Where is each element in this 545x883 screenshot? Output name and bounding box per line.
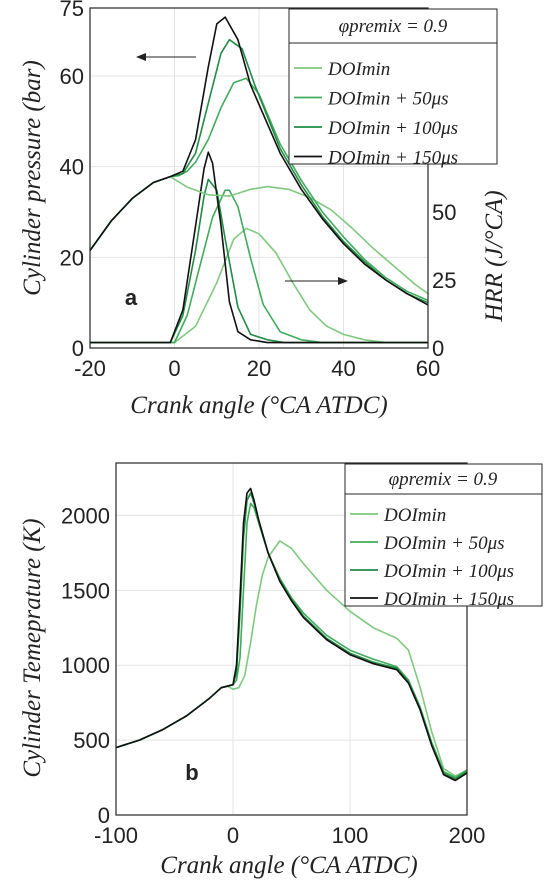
- legend-label: DOImin + 50μs: [327, 89, 449, 110]
- x-tick-label-a: -20: [74, 356, 106, 381]
- x-tick-label-a: 40: [331, 356, 355, 381]
- y2-axis-label-a: HRR (J/°CA): [481, 190, 508, 322]
- legend-items-b: DOImin DOImin + 50μs DOImin + 100μs DOImin …: [350, 505, 514, 610]
- x-tick-label-b: -100: [94, 823, 138, 848]
- y-tick-label-a: 20: [60, 245, 84, 270]
- axes-frame-a: [89, 7, 429, 349]
- legend-title-a: φpremix = 0.9: [339, 16, 448, 37]
- pressure-line-3: [89, 16, 429, 306]
- panel-label-a: a: [125, 285, 138, 310]
- y-tick-label-b: 1500: [61, 578, 110, 603]
- legend-item: DOImin + 50μs: [350, 533, 505, 554]
- legend-label: DOImin + 100μs: [383, 561, 514, 582]
- legend-item: DOImin: [350, 505, 446, 526]
- y-tick-label-b: 0: [98, 803, 110, 828]
- y-axis-label-a: Cylinder pressure (bar): [19, 60, 46, 296]
- legend-items-a: DOImin DOImin + 50μs DOImin + 100μs DOImin …: [294, 59, 458, 169]
- y2-tick-label-a: 0: [432, 336, 444, 361]
- arrow-right-hrr: [285, 277, 348, 285]
- x-tick-label-b: 200: [449, 823, 486, 848]
- x-tick-label-b: 100: [332, 823, 369, 848]
- panel-a: -2002040600204060750255075100 Crank angl…: [19, 0, 508, 419]
- legend-label: DOImin + 100μs: [327, 118, 458, 139]
- legend-b: φpremix = 0.9 DOImin DOImin + 50μs DOImin …: [344, 463, 543, 610]
- legend-label: DOImin + 150μs: [383, 589, 514, 610]
- legend-box-a: [288, 8, 498, 165]
- hrr-line-3: [90, 151, 428, 344]
- panel-label-b: b: [185, 760, 198, 785]
- legend-title-b: φpremix = 0.9: [389, 469, 498, 490]
- y-tick-label-a: 75: [60, 0, 84, 21]
- x-axis-label-b: Crank angle (°CA ATDC): [160, 852, 417, 879]
- y-axis-label-b: Cylinder Temeprature (K): [19, 518, 46, 777]
- x-tick-label-a: 20: [247, 356, 271, 381]
- legend-item: DOImin + 150μs: [294, 148, 458, 169]
- x-tick-label-a: 60: [416, 356, 440, 381]
- y-tick-label-a: 40: [60, 155, 84, 180]
- hrr-line-0: [90, 227, 428, 344]
- legend-item: DOImin + 150μs: [350, 589, 514, 610]
- y-tick-label-b: 1000: [61, 653, 110, 678]
- x-tick-label-b: 0: [227, 823, 239, 848]
- legend-item: DOImin + 50μs: [294, 89, 449, 110]
- legend-label: DOImin + 50μs: [383, 533, 505, 554]
- axes-frame-b: [115, 462, 468, 816]
- y2-tick-label-a: 25: [432, 268, 456, 293]
- legend-label: DOImin: [327, 59, 390, 80]
- legend-item: DOImin + 100μs: [350, 561, 514, 582]
- legend-item: DOImin: [294, 59, 390, 80]
- x-axis-label-a: Crank angle (°CA ATDC): [130, 392, 387, 419]
- legend-box-b: [344, 463, 543, 607]
- legend-label: DOImin: [383, 505, 446, 526]
- temperature-line-3: [115, 487, 468, 782]
- series-lines-a: [89, 16, 429, 344]
- x-tick-label-a: 0: [168, 356, 180, 381]
- tick-labels-a: -2002040600204060750255075100: [60, 0, 469, 381]
- y-tick-label-b: 2000: [61, 503, 110, 528]
- arrow-left-pressure: [136, 53, 196, 61]
- y-tick-label-b: 500: [73, 728, 110, 753]
- series-lines-b: [115, 487, 468, 782]
- legend-label: DOImin + 150μs: [327, 148, 458, 169]
- legend-a: φpremix = 0.9 DOImin DOImin + 50μs DOImin …: [288, 8, 498, 169]
- y2-tick-label-a: 50: [432, 200, 456, 225]
- y-tick-label-a: 60: [60, 64, 84, 89]
- legend-item: DOImin + 100μs: [294, 118, 458, 139]
- y-tick-label-a: 0: [72, 336, 84, 361]
